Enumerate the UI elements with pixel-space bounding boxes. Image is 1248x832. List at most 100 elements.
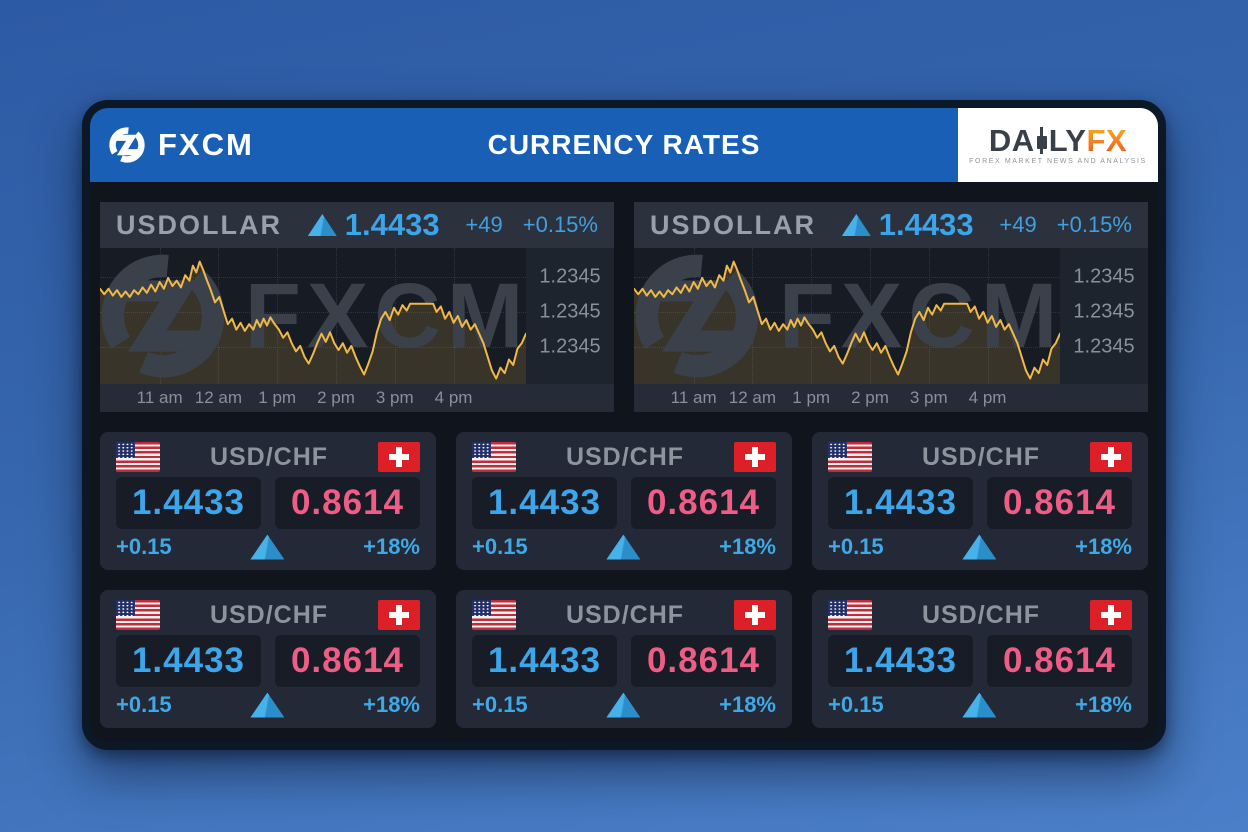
chart-header: USDOLLAR 1.4433 +49 +0.15% — [634, 202, 1148, 248]
chart-change-percent: +0.15% — [1056, 212, 1132, 237]
fxcm-logo-text: FXCM — [158, 127, 254, 162]
dashboard-panel: FXCM CURRENCY RATES DA LY FX FOREX MARKE… — [82, 100, 1166, 750]
chart-price-group: 1.4433 — [841, 207, 974, 243]
time-label: 3 pm — [909, 388, 948, 407]
candlestick-icon — [1036, 127, 1047, 154]
chart-body: FXCM 1.2345 1.2345 1.2345 — [100, 248, 614, 384]
price-chart: FXCM — [634, 248, 1060, 384]
page-title: CURRENCY RATES — [487, 129, 761, 160]
time-label: 1 pm — [258, 388, 297, 407]
tiles-grid: USD/CHF 1.4433 0.8614 +0.15 +18% USD/CHF… — [100, 432, 1148, 728]
bid-box: 1.4433 — [116, 477, 261, 529]
pair-label: USD/CHF — [209, 442, 329, 471]
gridline-horizontal — [100, 347, 526, 349]
change-value: +0.15 — [116, 534, 172, 559]
gridline-horizontal — [100, 276, 526, 278]
time-label: 11 am — [670, 388, 717, 407]
gridline-vertical — [453, 248, 455, 384]
currency-tile: USD/CHF 1.4433 0.8614 +0.15 +18% — [456, 590, 792, 728]
chart-time-axis-labels: 11 am 12 am 1 pm 2 pm 3 pm 4 pm — [634, 384, 1060, 412]
bid-price: 1.4433 — [843, 483, 958, 522]
change-value: +0.15 — [828, 692, 884, 717]
dailyfx-text-left: DA — [988, 123, 1035, 158]
chart-line — [634, 248, 1060, 384]
time-label: 12 am — [728, 388, 777, 407]
dailyfx-text-fx: FX — [1086, 123, 1128, 158]
chart-header: USDOLLAR 1.4433 +49 +0.15% — [100, 202, 614, 248]
change-percent: +18% — [719, 692, 776, 717]
tile-footer: +0.15 +18% — [116, 692, 420, 718]
chart-time-axis: 11 am 12 am 1 pm 2 pm 3 pm 4 pm — [100, 384, 614, 412]
ask-price: 0.8614 — [646, 641, 761, 680]
currency-tile: USD/CHF 1.4433 0.8614 +0.15 +18% — [812, 432, 1148, 570]
ask-price: 0.8614 — [646, 483, 761, 522]
gridline-vertical — [928, 248, 930, 384]
tile-footer: +0.15 +18% — [116, 534, 420, 560]
price-label: 1.2345 — [539, 300, 601, 323]
content-area: USDOLLAR 1.4433 +49 +0.15% — [90, 182, 1158, 742]
time-label: 1 pm — [792, 388, 831, 407]
pair-label: USD/CHF — [565, 600, 685, 629]
ask-box: 0.8614 — [987, 477, 1132, 529]
change-percent: +18% — [1075, 534, 1132, 559]
bid-price: 1.4433 — [487, 483, 602, 522]
chart-module: USDOLLAR 1.4433 +49 +0.15% — [100, 202, 614, 412]
dailyfx-tagline: FOREX MARKET NEWS AND ANALYSIS — [969, 158, 1147, 165]
swiss-flag-icon — [378, 442, 420, 472]
gridline-horizontal — [100, 311, 526, 313]
gridline-vertical — [987, 248, 989, 384]
up-arrow-icon — [962, 534, 997, 560]
chart-price-axis: 1.2345 1.2345 1.2345 — [526, 248, 614, 384]
time-label: 4 pm — [434, 388, 473, 407]
pair-label: USD/CHF — [921, 442, 1041, 471]
chart-price-axis: 1.2345 1.2345 1.2345 — [1060, 248, 1148, 384]
currency-tile: USD/CHF 1.4433 0.8614 +0.15 +18% — [100, 590, 436, 728]
price-label: 1.2345 — [1073, 265, 1135, 288]
chart-symbol: USDOLLAR — [116, 209, 282, 240]
gridline-vertical — [394, 248, 396, 384]
price-label: 1.2345 — [539, 265, 601, 288]
change-percent: +18% — [719, 534, 776, 559]
gridline-vertical — [870, 248, 871, 384]
currency-tile: USD/CHF 1.4433 0.8614 +0.15 +18% — [100, 432, 436, 570]
bid-price: 1.4433 — [131, 483, 246, 522]
gridline-vertical — [811, 248, 813, 384]
up-arrow-icon — [250, 692, 285, 718]
tile-footer: +0.15 +18% — [472, 534, 776, 560]
bid-box: 1.4433 — [472, 635, 617, 687]
chart-change-pips: +49 — [999, 212, 1037, 237]
change-value: +0.15 — [472, 534, 528, 559]
us-flag-icon — [472, 600, 516, 630]
chart-footer-spacer — [526, 384, 614, 412]
time-label: 11 am — [136, 388, 183, 407]
chart-price: 1.4433 — [344, 207, 440, 242]
bid-box: 1.4433 — [472, 477, 617, 529]
tile-header: USD/CHF — [472, 600, 776, 630]
us-flag-icon — [116, 442, 160, 472]
bid-price: 1.4433 — [487, 641, 602, 680]
tile-values: 1.4433 0.8614 — [116, 635, 420, 687]
bid-box: 1.4433 — [828, 477, 973, 529]
up-arrow-icon — [250, 534, 285, 560]
chart-time-axis-labels: 11 am 12 am 1 pm 2 pm 3 pm 4 pm — [100, 384, 526, 412]
time-label: 4 pm — [968, 388, 1007, 407]
dailyfx-text-right: LY — [1048, 123, 1087, 158]
ask-box: 0.8614 — [631, 477, 776, 529]
time-label: 12 am — [194, 388, 243, 407]
bid-box: 1.4433 — [828, 635, 973, 687]
chart-price-group: 1.4433 — [307, 207, 440, 243]
change-value: +0.15 — [472, 692, 528, 717]
price-label: 1.2345 — [1073, 300, 1135, 323]
gridline-vertical — [277, 248, 279, 384]
tile-values: 1.4433 0.8614 — [828, 477, 1132, 529]
bid-price: 1.4433 — [131, 641, 246, 680]
currency-tile: USD/CHF 1.4433 0.8614 +0.15 +18% — [812, 590, 1148, 728]
us-flag-icon — [116, 600, 160, 630]
tile-header: USD/CHF — [472, 442, 776, 472]
up-arrow-icon — [606, 534, 641, 560]
currency-tile: USD/CHF 1.4433 0.8614 +0.15 +18% — [456, 432, 792, 570]
chart-symbol: USDOLLAR — [650, 209, 816, 240]
tile-header: USD/CHF — [828, 600, 1132, 630]
chart-body: FXCM 1.2345 1.2345 1.2345 — [634, 248, 1148, 384]
